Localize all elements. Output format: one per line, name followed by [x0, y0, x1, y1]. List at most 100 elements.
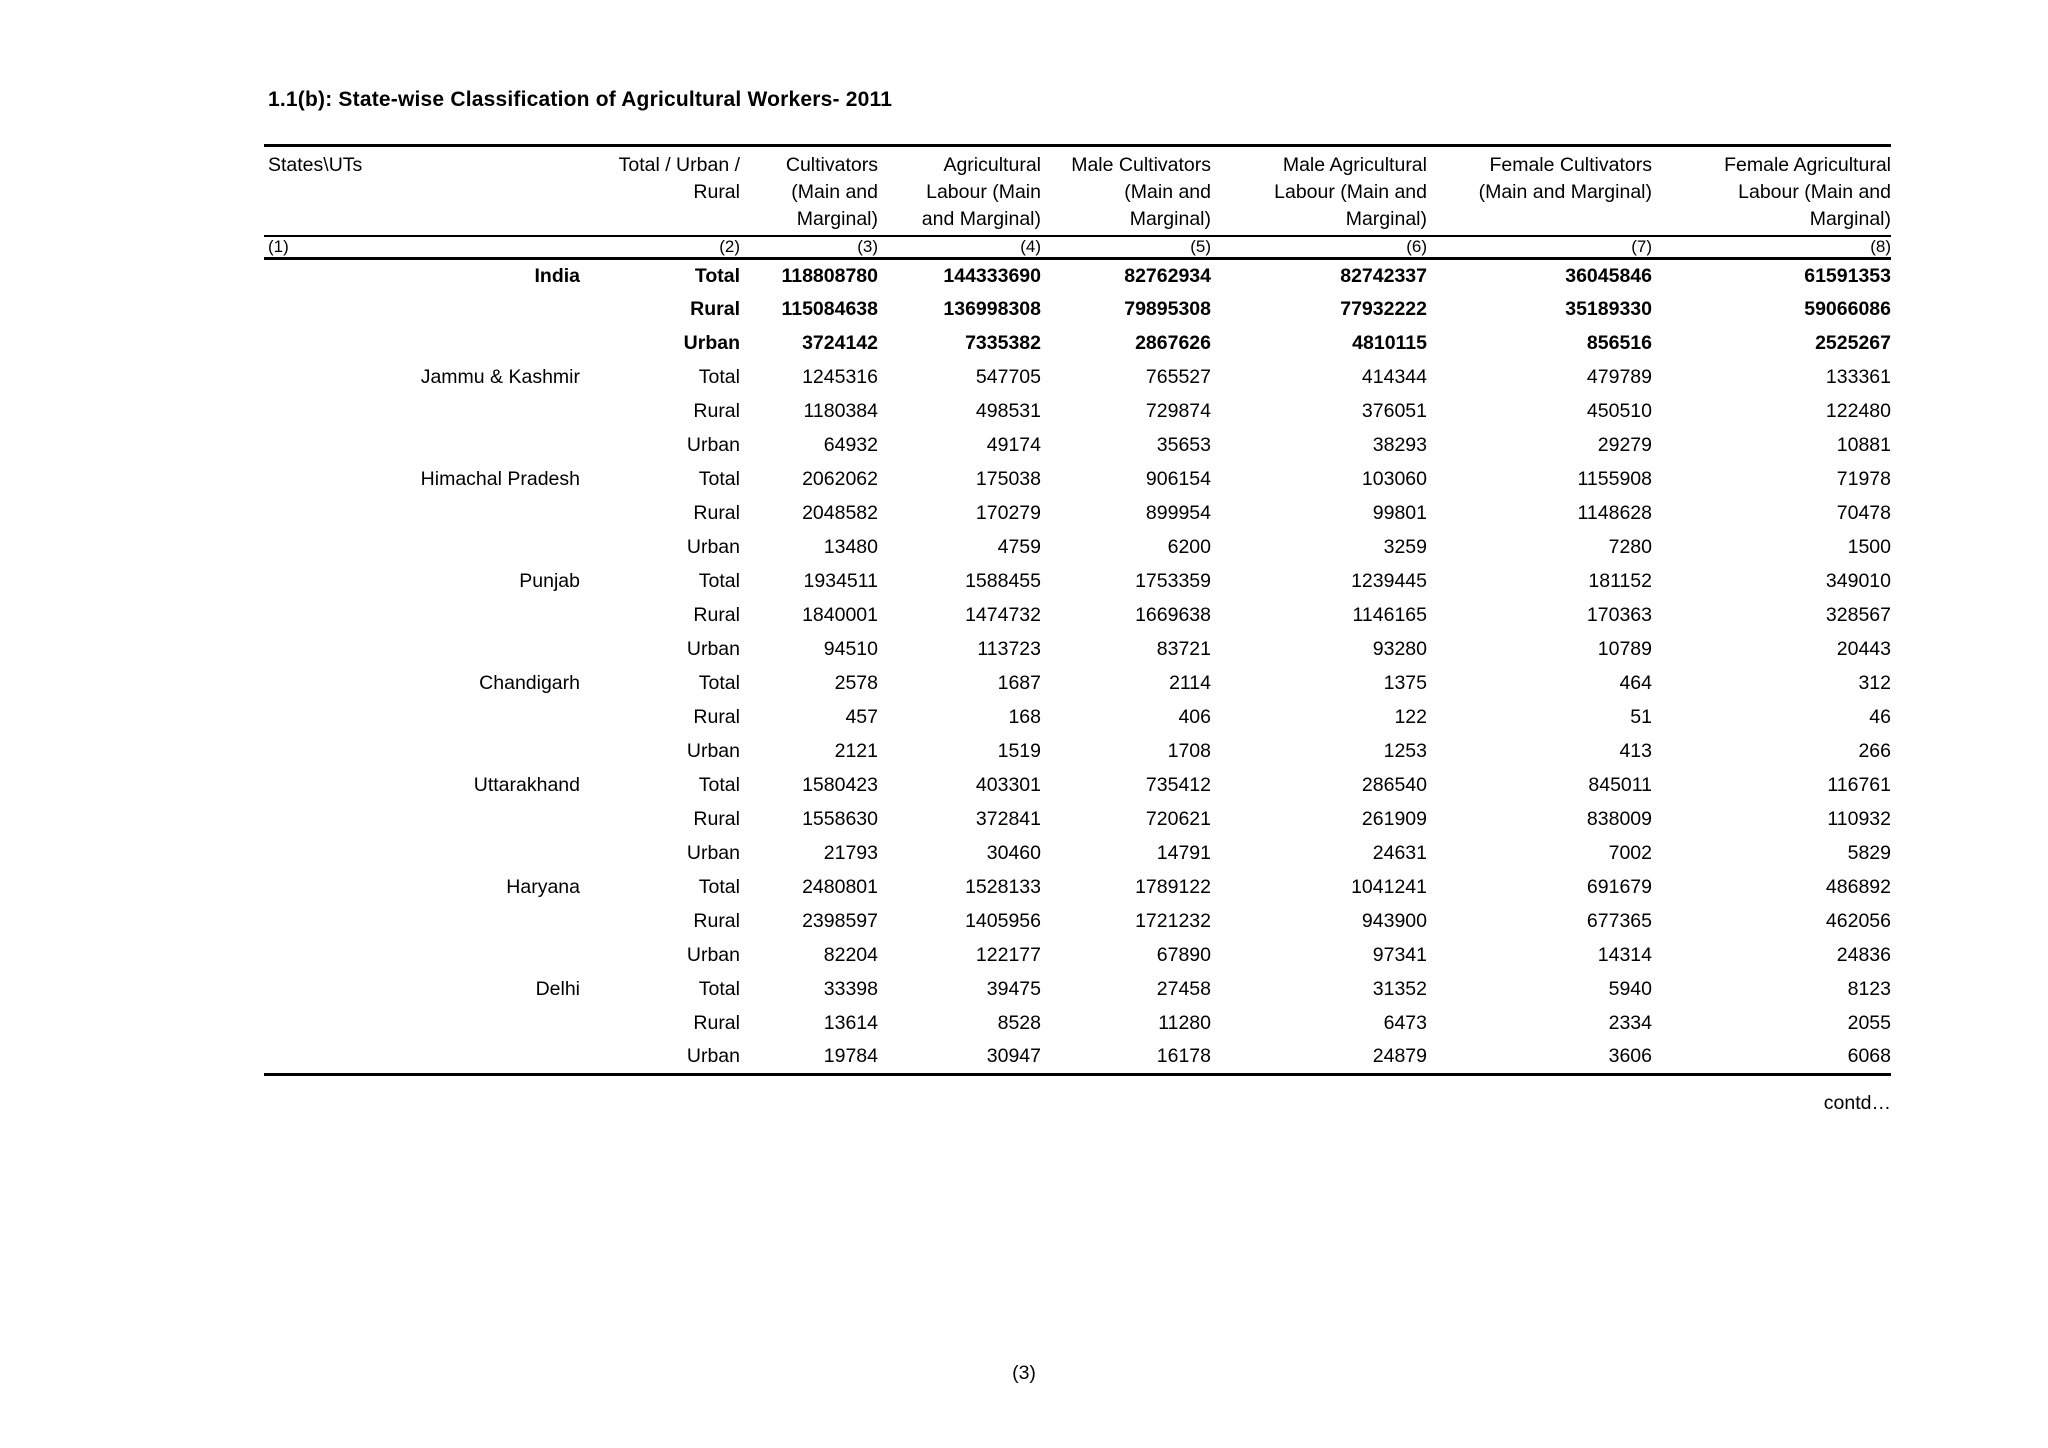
value-cell: 35189330 [1565, 298, 1652, 320]
column-number: (3) [740, 235, 878, 260]
value-cell: 30460 [986, 842, 1041, 864]
value-cell: 462056 [1825, 910, 1891, 932]
value-cell: 7335382 [965, 332, 1041, 354]
area-type-cell: Rural [693, 910, 740, 932]
table-row: Uttarakhand Total 1580423 403301 735412 28654… [264, 769, 1891, 803]
area-type-cell: Rural [690, 298, 740, 320]
state-name-cell [264, 293, 580, 327]
value-cell: 498531 [975, 400, 1041, 422]
column-header: Male Agricultural Labour (Main and Margi… [1274, 154, 1427, 230]
column-number: (2) [580, 235, 740, 260]
table-row: Urban 64932 49174 35653 38293 29279 10881 [264, 429, 1891, 463]
column-number: (8) [1652, 235, 1891, 260]
value-cell: 61591353 [1804, 264, 1891, 287]
value-cell: 547705 [975, 366, 1041, 388]
value-cell: 83721 [1156, 638, 1211, 660]
area-type-cell: Rural [693, 706, 740, 728]
value-cell: 1405956 [965, 910, 1041, 932]
state-name-cell: India [534, 264, 580, 287]
value-cell: 1934511 [803, 570, 878, 592]
value-cell: 2398597 [802, 910, 878, 932]
value-cell: 10789 [1597, 638, 1652, 660]
value-cell: 2062062 [802, 468, 878, 490]
column-header: Female Cultivators (Main and Marginal) [1478, 154, 1652, 203]
value-cell: 1239445 [1351, 570, 1427, 592]
area-type-cell: Urban [686, 944, 740, 966]
value-cell: 168 [1008, 706, 1041, 728]
value-cell: 486892 [1825, 876, 1891, 898]
value-cell: 1558630 [802, 808, 878, 830]
value-cell: 1155908 [1577, 468, 1652, 490]
value-cell: 6068 [1847, 1045, 1891, 1068]
state-name-cell [264, 701, 580, 735]
table-row: Urban 2121 1519 1708 1253 413 266 [264, 735, 1891, 769]
value-cell: 5829 [1847, 842, 1891, 864]
value-cell: 24836 [1836, 944, 1891, 966]
value-cell: 97341 [1372, 944, 1427, 966]
value-cell: 175038 [975, 468, 1041, 490]
value-cell: 77932222 [1340, 298, 1427, 320]
value-cell: 14791 [1156, 842, 1211, 864]
value-cell: 2121 [834, 740, 878, 762]
value-cell: 67890 [1156, 944, 1211, 966]
value-cell: 1708 [1167, 740, 1211, 762]
value-cell: 20443 [1836, 638, 1891, 660]
area-type-cell: Urban [686, 638, 740, 660]
value-cell: 10881 [1836, 434, 1891, 456]
state-name-cell: Himachal Pradesh [420, 468, 580, 490]
value-cell: 406 [1178, 706, 1211, 728]
area-type-cell: Urban [686, 842, 740, 864]
value-cell: 5940 [1608, 978, 1652, 1000]
page-number: (3) [1012, 1362, 1036, 1384]
value-cell: 413 [1619, 740, 1652, 762]
value-cell: 116761 [1827, 774, 1891, 796]
value-cell: 845011 [1588, 774, 1652, 796]
value-cell: 1253 [1383, 740, 1427, 762]
value-cell: 349010 [1825, 570, 1891, 592]
value-cell: 691679 [1586, 876, 1652, 898]
state-name-cell [264, 497, 580, 531]
agri-workers-table: States\UTs Total / Urban / Rural Cultivato… [264, 144, 1891, 1076]
column-header: Female Agricultural Labour (Main and Mar… [1724, 154, 1891, 230]
value-cell: 94510 [823, 638, 878, 660]
value-cell: 36045846 [1565, 264, 1652, 287]
value-cell: 1041241 [1351, 876, 1427, 898]
table-row: Chandigarh Total 2578 1687 2114 1375 464 312 [264, 667, 1891, 701]
state-name-cell [264, 803, 580, 837]
value-cell: 170363 [1586, 604, 1652, 626]
value-cell: 1580423 [802, 774, 878, 796]
state-name-cell [264, 939, 580, 973]
value-cell: 720621 [1145, 808, 1211, 830]
table-row: Urban 21793 30460 14791 24631 7002 5829 [264, 837, 1891, 871]
value-cell: 1789122 [1135, 876, 1211, 898]
table-row: Rural 2048582 170279 899954 99801 1148628 7047… [264, 497, 1891, 531]
value-cell: 16178 [1156, 1045, 1211, 1068]
value-cell: 170279 [975, 502, 1041, 524]
area-type-cell: Urban [686, 740, 740, 762]
value-cell: 11280 [1158, 1012, 1211, 1034]
state-name-cell [264, 905, 580, 939]
area-type-cell: Rural [693, 808, 740, 830]
value-cell: 376051 [1361, 400, 1427, 422]
state-name-cell [264, 599, 580, 633]
value-cell: 82742337 [1340, 264, 1427, 287]
value-cell: 13480 [823, 536, 878, 558]
area-type-cell: Rural [693, 502, 740, 524]
area-type-cell: Total [698, 672, 740, 694]
value-cell: 286540 [1361, 774, 1427, 796]
state-name-cell: Punjab [519, 570, 580, 592]
value-cell: 93280 [1372, 638, 1427, 660]
area-type-cell: Urban [683, 332, 740, 354]
value-cell: 856516 [1586, 332, 1652, 354]
table-row: Rural 1180384 498531 729874 376051 450510 1224… [264, 395, 1891, 429]
value-cell: 943900 [1361, 910, 1427, 932]
state-name-cell [264, 429, 580, 463]
value-cell: 14314 [1597, 944, 1652, 966]
area-type-cell: Total [698, 978, 740, 1000]
value-cell: 51 [1630, 706, 1652, 728]
value-cell: 46 [1869, 706, 1891, 728]
value-cell: 1687 [997, 672, 1041, 694]
value-cell: 122177 [975, 944, 1041, 966]
value-cell: 33398 [823, 978, 878, 1000]
value-cell: 464 [1619, 672, 1652, 694]
